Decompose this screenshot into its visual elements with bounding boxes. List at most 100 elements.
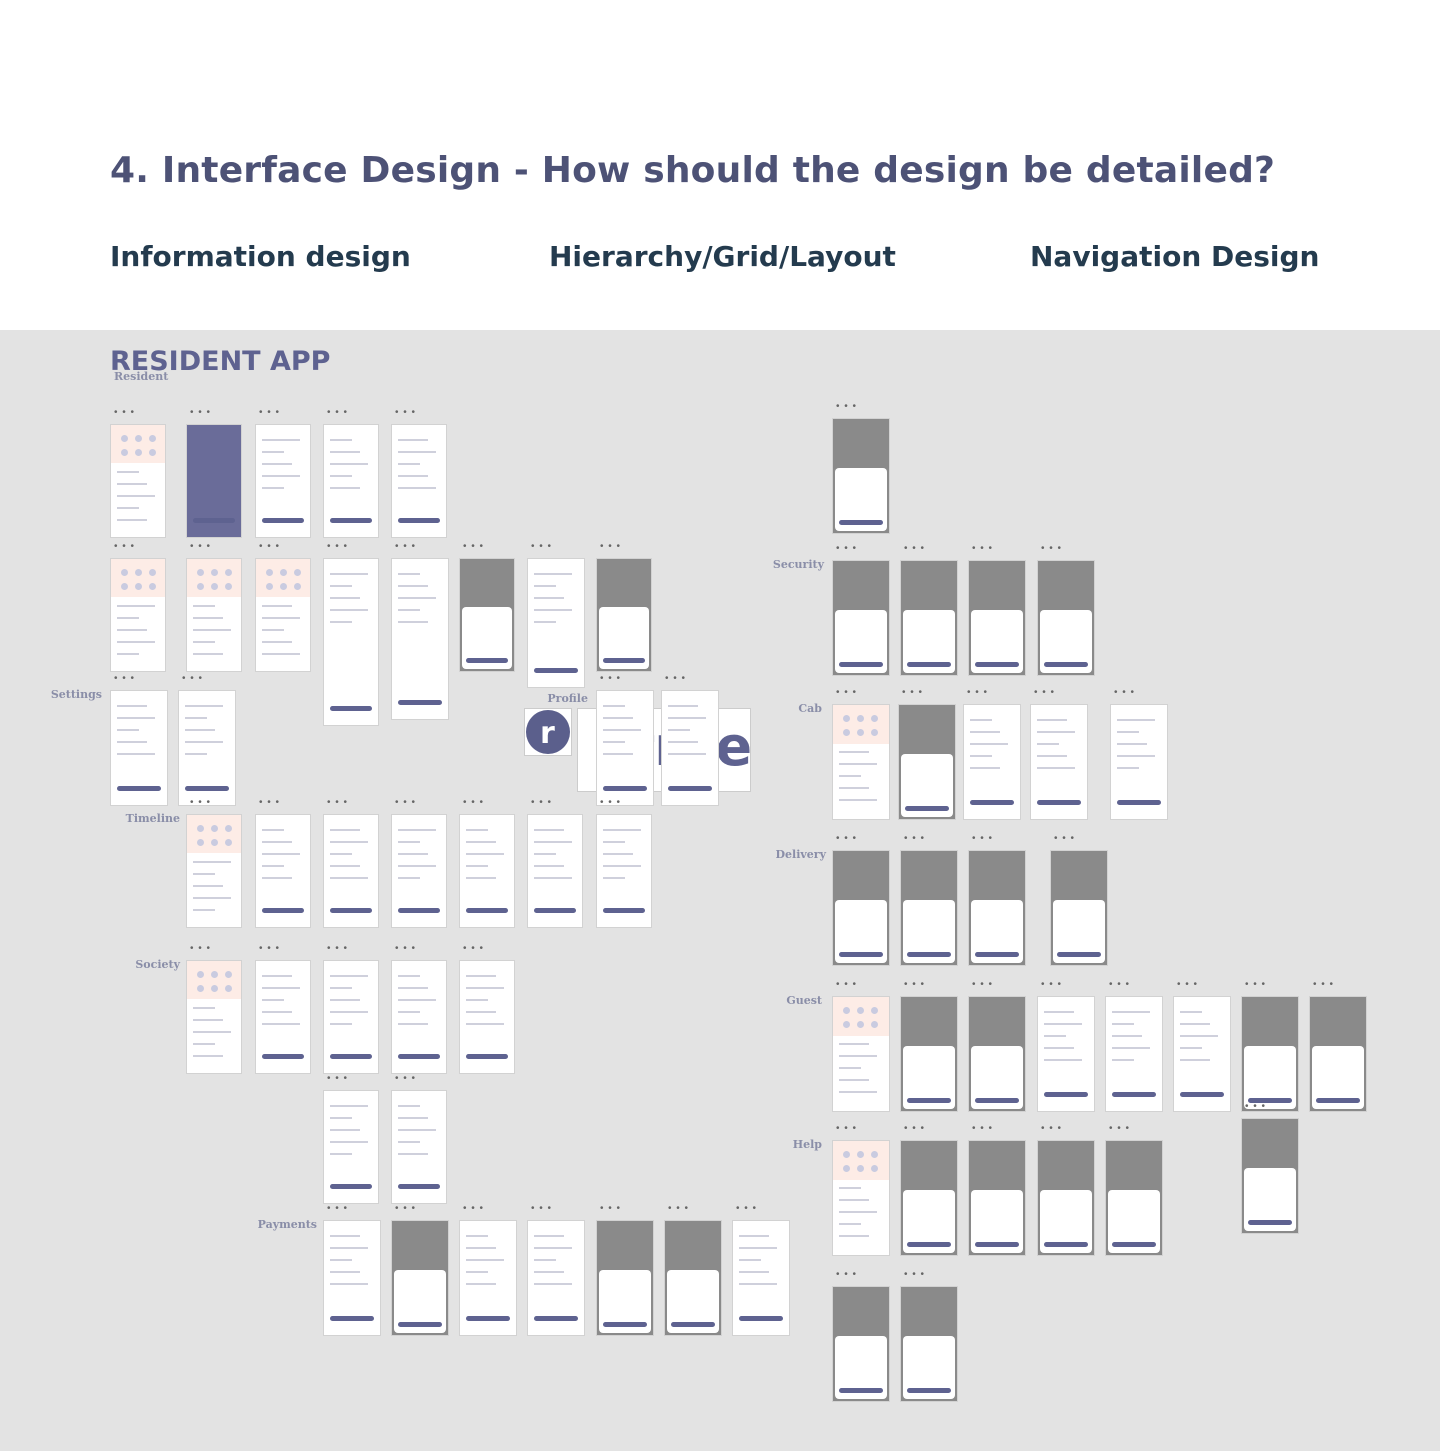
screen-thumbnail[interactable]	[391, 424, 447, 538]
screen-thumbnail[interactable]	[527, 1220, 585, 1336]
more-options-icon[interactable]: • • •	[531, 797, 553, 808]
screen-thumbnail[interactable]	[900, 850, 958, 966]
screen-thumbnail[interactable]	[1173, 996, 1231, 1112]
screen-thumbnail[interactable]	[186, 558, 242, 672]
more-options-icon[interactable]: • • •	[1054, 833, 1076, 844]
screen-thumbnail[interactable]	[459, 814, 515, 928]
screen-thumbnail[interactable]	[186, 424, 242, 538]
screen-thumbnail[interactable]	[963, 704, 1021, 820]
screen-thumbnail[interactable]	[178, 690, 236, 806]
more-options-icon[interactable]: • • •	[904, 1269, 926, 1280]
screen-thumbnail[interactable]	[968, 850, 1026, 966]
screen-thumbnail[interactable]	[186, 960, 242, 1074]
more-options-icon[interactable]: • • •	[531, 541, 553, 552]
more-options-icon[interactable]: • • •	[1034, 687, 1056, 698]
more-options-icon[interactable]: • • •	[836, 1123, 858, 1134]
screen-thumbnail[interactable]	[391, 814, 447, 928]
more-options-icon[interactable]: • • •	[1313, 979, 1335, 990]
more-options-icon[interactable]: • • •	[836, 687, 858, 698]
more-options-icon[interactable]: • • •	[1245, 979, 1267, 990]
more-options-icon[interactable]: • • •	[327, 1203, 349, 1214]
more-options-icon[interactable]: • • •	[182, 673, 204, 684]
more-options-icon[interactable]: • • •	[259, 541, 281, 552]
more-options-icon[interactable]: • • •	[259, 797, 281, 808]
more-options-icon[interactable]: • • •	[600, 673, 622, 684]
screen-thumbnail[interactable]	[1037, 1140, 1095, 1256]
screen-thumbnail[interactable]	[732, 1220, 790, 1336]
more-options-icon[interactable]: • • •	[972, 543, 994, 554]
screen-thumbnail[interactable]	[661, 690, 719, 806]
screen-thumbnail[interactable]	[900, 560, 958, 676]
screen-thumbnail[interactable]	[391, 558, 449, 720]
more-options-icon[interactable]: • • •	[114, 673, 136, 684]
more-options-icon[interactable]: • • •	[836, 401, 858, 412]
more-options-icon[interactable]: • • •	[600, 1203, 622, 1214]
more-options-icon[interactable]: • • •	[1109, 1123, 1131, 1134]
screen-thumbnail[interactable]	[898, 704, 956, 820]
more-options-icon[interactable]: • • •	[904, 543, 926, 554]
screen-thumbnail[interactable]	[323, 814, 379, 928]
screen-thumbnail[interactable]	[1241, 1118, 1299, 1234]
more-options-icon[interactable]: • • •	[395, 943, 417, 954]
more-options-icon[interactable]: • • •	[395, 1203, 417, 1214]
more-options-icon[interactable]: • • •	[967, 687, 989, 698]
more-options-icon[interactable]: • • •	[904, 833, 926, 844]
more-options-icon[interactable]: • • •	[114, 407, 136, 418]
more-options-icon[interactable]: • • •	[463, 943, 485, 954]
screen-thumbnail[interactable]	[255, 960, 311, 1074]
more-options-icon[interactable]: • • •	[259, 943, 281, 954]
screen-thumbnail[interactable]	[255, 814, 311, 928]
screen-thumbnail[interactable]	[596, 814, 652, 928]
screen-thumbnail[interactable]	[527, 558, 585, 688]
screen-thumbnail[interactable]	[596, 690, 654, 806]
screen-thumbnail[interactable]	[900, 1140, 958, 1256]
screen-thumbnail[interactable]	[1241, 996, 1299, 1112]
more-options-icon[interactable]: • • •	[395, 541, 417, 552]
screen-thumbnail[interactable]	[968, 1140, 1026, 1256]
screen-thumbnail[interactable]	[255, 424, 311, 538]
screen-thumbnail[interactable]	[110, 690, 168, 806]
more-options-icon[interactable]: • • •	[1041, 1123, 1063, 1134]
screen-thumbnail[interactable]	[664, 1220, 722, 1336]
screen-thumbnail[interactable]	[900, 996, 958, 1112]
more-options-icon[interactable]: • • •	[190, 541, 212, 552]
more-options-icon[interactable]: • • •	[600, 541, 622, 552]
screen-thumbnail[interactable]	[1037, 996, 1095, 1112]
screen-thumbnail[interactable]	[459, 960, 515, 1074]
screen-thumbnail[interactable]	[968, 996, 1026, 1112]
more-options-icon[interactable]: • • •	[836, 979, 858, 990]
screen-thumbnail[interactable]	[459, 1220, 517, 1336]
screen-thumbnail[interactable]	[323, 558, 379, 726]
more-options-icon[interactable]: • • •	[114, 541, 136, 552]
more-options-icon[interactable]: • • •	[665, 673, 687, 684]
screen-thumbnail[interactable]	[186, 814, 242, 928]
screen-thumbnail[interactable]	[323, 960, 379, 1074]
more-options-icon[interactable]: • • •	[972, 1123, 994, 1134]
screen-thumbnail[interactable]	[832, 850, 890, 966]
more-options-icon[interactable]: • • •	[1177, 979, 1199, 990]
screen-thumbnail[interactable]	[1110, 704, 1168, 820]
more-options-icon[interactable]: • • •	[531, 1203, 553, 1214]
more-options-icon[interactable]: • • •	[1041, 543, 1063, 554]
more-options-icon[interactable]: • • •	[668, 1203, 690, 1214]
screen-thumbnail[interactable]	[1105, 1140, 1163, 1256]
more-options-icon[interactable]: • • •	[836, 543, 858, 554]
screen-thumbnail[interactable]	[1030, 704, 1088, 820]
more-options-icon[interactable]: • • •	[463, 541, 485, 552]
screen-thumbnail[interactable]	[459, 558, 515, 672]
more-options-icon[interactable]: • • •	[1041, 979, 1063, 990]
more-options-icon[interactable]: • • •	[904, 1123, 926, 1134]
screen-thumbnail[interactable]	[1037, 560, 1095, 676]
screen-thumbnail[interactable]	[391, 1090, 447, 1204]
screen-thumbnail[interactable]	[1309, 996, 1367, 1112]
screen-thumbnail[interactable]	[323, 1220, 381, 1336]
more-options-icon[interactable]: • • •	[972, 833, 994, 844]
more-options-icon[interactable]: • • •	[327, 407, 349, 418]
screen-thumbnail[interactable]	[832, 418, 890, 534]
more-options-icon[interactable]: • • •	[1109, 979, 1131, 990]
more-options-icon[interactable]: • • •	[836, 1269, 858, 1280]
screen-thumbnail[interactable]	[832, 704, 890, 820]
screen-thumbnail[interactable]	[110, 424, 166, 538]
screen-thumbnail[interactable]	[1105, 996, 1163, 1112]
more-options-icon[interactable]: • • •	[736, 1203, 758, 1214]
